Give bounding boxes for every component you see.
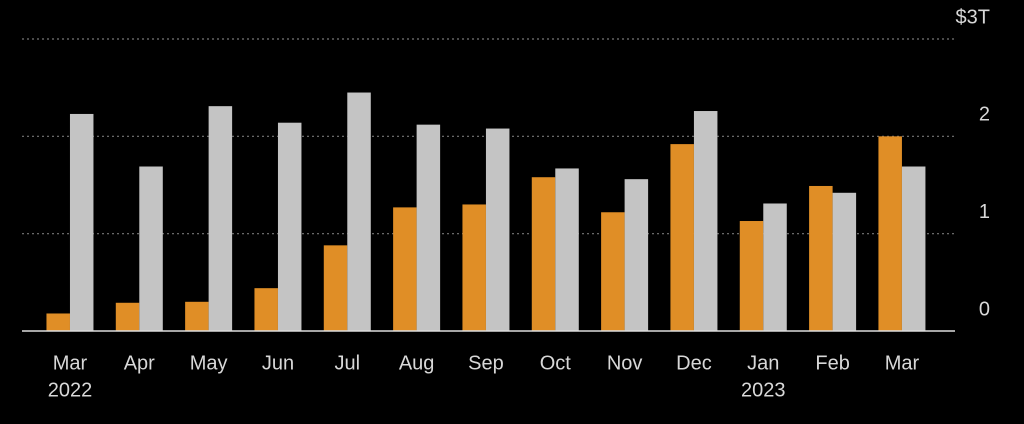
x-tick-label: Nov: [607, 352, 643, 374]
y-tick-label: $3T: [956, 6, 990, 28]
bar: [323, 245, 348, 331]
x-tick-label: Mar: [53, 352, 88, 374]
bar: [901, 166, 926, 331]
bar: [208, 106, 233, 331]
bar: [601, 212, 625, 331]
y-tick-label: 1: [979, 201, 990, 223]
bar: [69, 113, 94, 332]
bar: [763, 203, 787, 331]
x-tick-label: Dec: [676, 352, 712, 374]
bar: [693, 111, 718, 331]
x-tick-label: Oct: [540, 352, 572, 374]
x-tick-label: May: [190, 352, 228, 374]
bar: [416, 124, 441, 331]
bar: [670, 144, 694, 331]
x-tick-label: Jan: [747, 352, 779, 374]
bar: [832, 192, 857, 331]
x-tick-label: Aug: [399, 352, 435, 374]
bar: [739, 221, 764, 331]
bar: [809, 185, 833, 331]
x-tick-label: Apr: [124, 352, 155, 374]
y-tick-label: 0: [979, 298, 990, 320]
bar: [347, 92, 371, 332]
x-tick-label: Feb: [815, 352, 849, 374]
x-tick-sublabel: 2022: [48, 379, 93, 401]
x-tick-label: Mar: [885, 352, 920, 374]
bar: [46, 313, 70, 331]
bar: [531, 177, 556, 331]
bar: [878, 136, 902, 331]
bar: [185, 301, 209, 331]
y-tick-label: 2: [979, 104, 990, 126]
bar: [624, 179, 649, 331]
bar: [555, 168, 579, 331]
bar: [393, 207, 417, 331]
bar: [115, 302, 140, 331]
bar: [485, 128, 510, 331]
x-tick-label: Jul: [334, 352, 360, 374]
x-tick-sublabel: 2023: [741, 379, 786, 401]
bar: [462, 204, 486, 331]
x-tick-label: Sep: [468, 352, 504, 374]
bar: [254, 288, 278, 331]
bar: [277, 122, 302, 331]
bar: [139, 166, 163, 331]
x-tick-label: Jun: [262, 352, 294, 374]
